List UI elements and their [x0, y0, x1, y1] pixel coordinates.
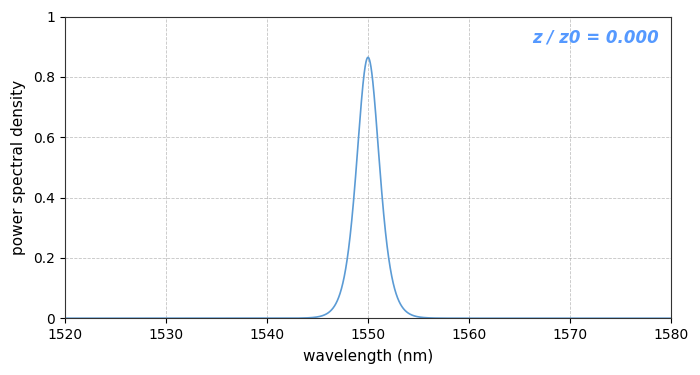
Text: z / z0 = 0.000: z / z0 = 0.000	[533, 28, 659, 46]
X-axis label: wavelength (nm): wavelength (nm)	[303, 349, 433, 364]
Y-axis label: power spectral density: power spectral density	[11, 80, 26, 255]
